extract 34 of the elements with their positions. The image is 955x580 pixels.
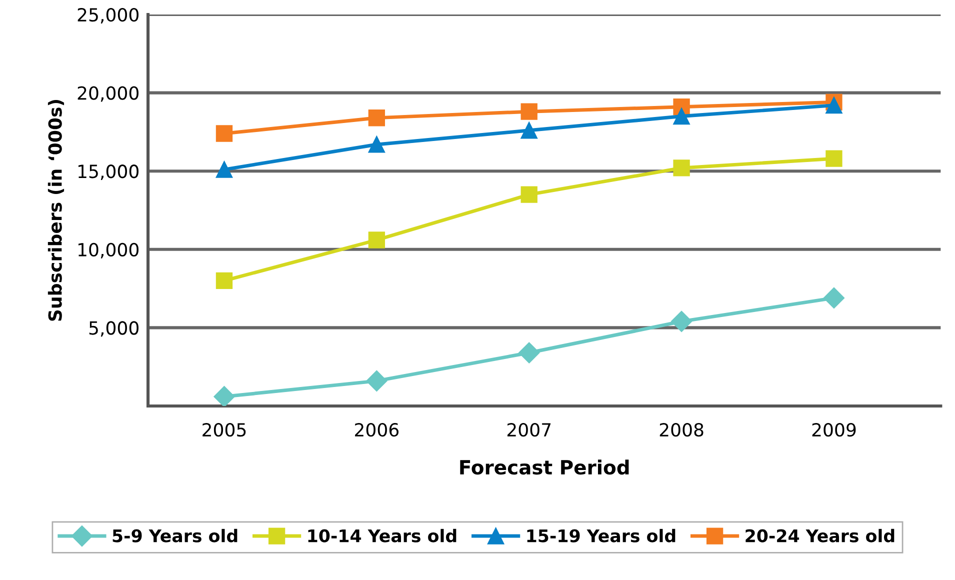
point [520,122,538,139]
x-tick-label: 2007 [507,422,551,437]
point [368,110,386,126]
point [518,342,540,364]
legend-label: 15-19 Years old [527,528,676,542]
point [366,370,388,392]
point [368,136,386,153]
point [673,160,690,176]
point [216,161,233,178]
x-tick-label: 2009 [812,422,856,437]
y-tick-label: 10,000 [78,242,138,258]
x-tick-label: 2005 [202,422,246,437]
y-tick-label: 15,000 [78,164,138,180]
point [673,108,690,125]
legend-label: 5-9 Years old [112,528,238,542]
y-tick-label: 20,000 [78,86,138,102]
point [216,125,233,142]
point [826,96,842,114]
point [826,150,842,167]
point [216,272,233,290]
point [520,186,538,203]
y-tick-label: 25,000 [78,8,138,24]
x-tick-label: 2006 [355,422,399,437]
point [520,103,538,120]
y-axis-title: Subscribers (in ‘000s) [48,100,64,321]
x-axis-title: Forecast Period [460,460,629,475]
point [214,386,235,406]
point [368,232,386,248]
y-tick-label: 5,000 [89,321,138,337]
legend-label: 10-14 Years old [308,528,456,542]
legend-label: 20-24 Years old [746,528,894,542]
x-tick-label: 2008 [660,422,704,437]
point [671,310,692,332]
point [823,287,844,308]
